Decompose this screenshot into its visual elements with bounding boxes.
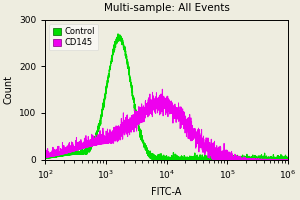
Legend: Control, CD145: Control, CD145 xyxy=(50,24,98,50)
X-axis label: FITC-A: FITC-A xyxy=(152,187,182,197)
Y-axis label: Count: Count xyxy=(4,75,14,104)
Title: Multi-sample: All Events: Multi-sample: All Events xyxy=(104,3,230,13)
